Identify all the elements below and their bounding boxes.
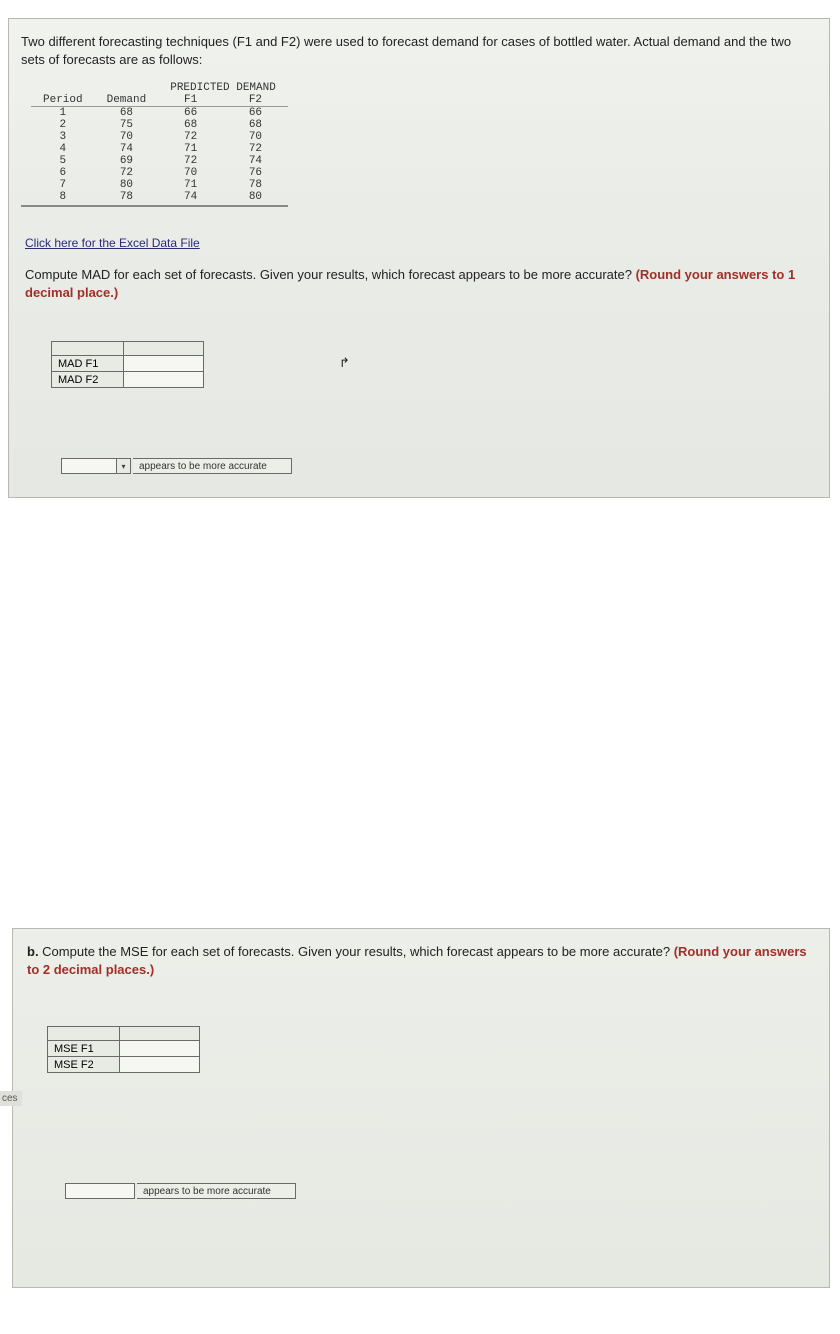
table-cell: 72 [95,167,159,179]
mad-input-table: MAD F1 MAD F2 [51,341,204,388]
question-panel-b: b. Compute the MSE for each set of forec… [12,928,830,1288]
table-row: 3707270 [31,131,288,143]
forecast-select-b[interactable] [65,1183,135,1199]
accuracy-row-b: appears to be more accurate [65,1183,817,1199]
col-period: Period [31,94,95,107]
table-cell: 5 [31,155,95,167]
part-b-question: b. Compute the MSE for each set of forec… [27,943,817,978]
table-cell: 70 [223,131,288,143]
table-cell: 71 [158,179,223,191]
table-cell: 76 [223,167,288,179]
data-table-wrap: PREDICTED DEMAND Period Demand F1 F2 168… [21,82,288,207]
side-tab: ces [0,1091,22,1106]
chevron-down-icon: ▾ [116,459,130,473]
table-row: 7807178 [31,179,288,191]
col-f2: F2 [223,94,288,107]
col-f1: F1 [158,94,223,107]
part-a-text: Compute MAD for each set of forecasts. G… [25,267,636,282]
table-cell: 3 [31,131,95,143]
table-cell: 74 [158,191,223,203]
table-cell: 2 [31,119,95,131]
table-cell: 8 [31,191,95,203]
table-header-row: Period Demand F1 F2 [31,94,288,107]
table-cell: 74 [95,143,159,155]
table-cell: 68 [158,119,223,131]
mse-f2-input[interactable] [120,1057,200,1073]
table-row: 1686666 [31,107,288,120]
table-row: 6727076 [31,167,288,179]
accuracy-suffix-a: appears to be more accurate [133,458,292,474]
cursor-icon: ↱ [339,355,350,371]
table-cell: 68 [223,119,288,131]
table-cell: 80 [223,191,288,203]
mad-f1-input[interactable] [124,356,204,372]
table-row: MSE F2 [48,1057,200,1073]
table-cell: 69 [95,155,159,167]
part-a-question: Compute MAD for each set of forecasts. G… [25,266,817,301]
table-cell: 75 [95,119,159,131]
table-cell: 7 [31,179,95,191]
question-panel-a: Two different forecasting techniques (F1… [8,18,830,498]
table-row: 5697274 [31,155,288,167]
table-cell: 66 [223,107,288,120]
table-cell: 74 [223,155,288,167]
table-cell: 72 [158,131,223,143]
table-row: 8787480 [31,191,288,203]
mse-input-table: MSE F1 MSE F2 [47,1026,200,1073]
table-cell: 71 [158,143,223,155]
mse-f2-label: MSE F2 [48,1057,120,1073]
table-row: MSE F1 [48,1041,200,1057]
excel-data-link[interactable]: Click here for the Excel Data File [25,236,200,250]
table-row: 4747172 [31,143,288,155]
demand-table: PREDICTED DEMAND Period Demand F1 F2 168… [31,82,288,203]
table-cell: 72 [158,155,223,167]
col-demand: Demand [95,94,159,107]
mad-f2-input[interactable] [124,372,204,388]
accuracy-suffix-b: appears to be more accurate [137,1183,296,1199]
part-b-prefix: b. [27,944,42,959]
table-cell: 70 [95,131,159,143]
table-cell: 1 [31,107,95,120]
forecast-select-a[interactable]: ▾ [61,458,131,474]
table-cell: 6 [31,167,95,179]
table-cell: 70 [158,167,223,179]
mse-f1-input[interactable] [120,1041,200,1057]
table-row: MAD F1 [52,356,204,372]
table-row: 2756868 [31,119,288,131]
table-cell: 78 [95,191,159,203]
table-cell: 4 [31,143,95,155]
table-cell: 66 [158,107,223,120]
table-cell: 68 [95,107,159,120]
mse-f1-label: MSE F1 [48,1041,120,1057]
part-b-text: Compute the MSE for each set of forecast… [42,944,674,959]
table-cell: 72 [223,143,288,155]
table-cell: 80 [95,179,159,191]
table-row: MAD F2 [52,372,204,388]
mad-f2-label: MAD F2 [52,372,124,388]
table-cell: 78 [223,179,288,191]
predicted-header: PREDICTED DEMAND [158,82,288,94]
mad-f1-label: MAD F1 [52,356,124,372]
intro-text: Two different forecasting techniques (F1… [21,33,817,68]
accuracy-row-a: ▾ appears to be more accurate [61,458,817,474]
